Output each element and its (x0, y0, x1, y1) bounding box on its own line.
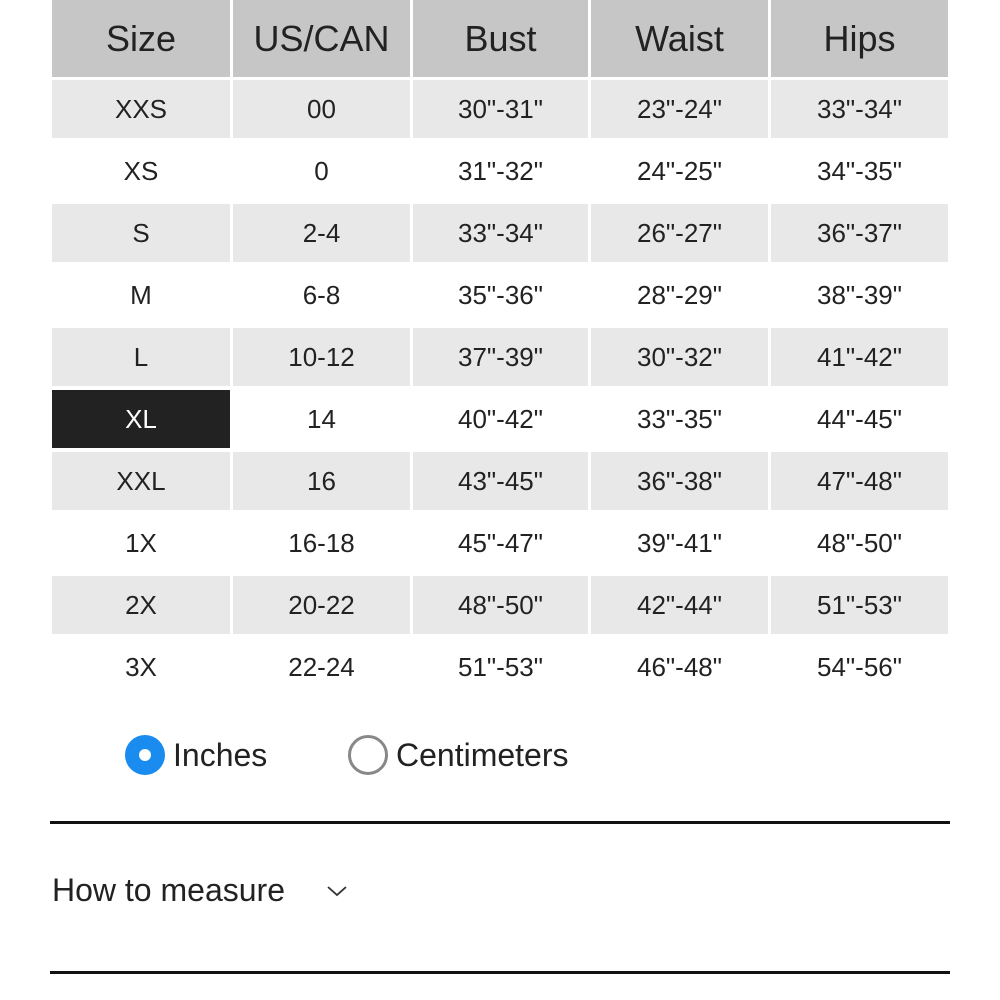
table-cell-hips: 36"-37" (771, 204, 948, 262)
table-cell-size: XL (52, 390, 230, 448)
table-cell-hips: 44"-45" (817, 403, 902, 434)
table-cell-waist: 46"-48" (637, 651, 722, 682)
table-cell-waist: 39"-41" (637, 527, 722, 558)
table-cell-us-can: 20-22 (233, 576, 410, 634)
table-cell-bust: 40"-42" (458, 403, 543, 434)
column-header-bust: Bust (413, 0, 588, 77)
table-cell-hips: 47"-48" (771, 452, 948, 510)
column-header-size: Size (52, 0, 230, 77)
table-cell-us-can: 6-8 (302, 279, 341, 310)
table-cell-bust: 30"-31" (413, 80, 588, 138)
table-cell-waist: 23"-24" (591, 80, 768, 138)
how-to-measure-accordion[interactable]: How to measure (52, 872, 349, 909)
table-cell-size: XS (123, 155, 159, 186)
table-cell-waist: 26"-27" (591, 204, 768, 262)
table-cell-bust: 43"-45" (413, 452, 588, 510)
table-cell-hips: 33"-34" (771, 80, 948, 138)
table-cell-waist: 42"-44" (591, 576, 768, 634)
table-cell-bust: 31"-32" (458, 155, 543, 186)
table-cell-us-can: 2-4 (233, 204, 410, 262)
column-header-hips: Hips (771, 0, 948, 77)
table-cell-hips: 54"-56" (817, 651, 902, 682)
radio-inches-label: Inches (173, 736, 268, 773)
radio-unselected-icon[interactable] (348, 735, 388, 775)
table-cell-hips: 48"-50" (817, 527, 902, 558)
table-cell-us-can: 16-18 (288, 527, 355, 558)
table-cell-size: 2X (52, 576, 230, 634)
divider (50, 821, 950, 824)
table-cell-us-can: 22-24 (288, 651, 355, 682)
column-header-us-can: US/CAN (233, 0, 410, 77)
table-cell-waist: 33"-35" (637, 403, 722, 434)
table-cell-bust: 48"-50" (413, 576, 588, 634)
accordion-label: How to measure (52, 872, 285, 908)
table-cell-waist: 24"-25" (637, 155, 722, 186)
table-cell-bust: 35"-36" (458, 279, 543, 310)
table-cell-us-can: 10-12 (233, 328, 410, 386)
table-cell-waist: 28"-29" (637, 279, 722, 310)
radio-centimeters[interactable]: Centimeters (348, 735, 569, 775)
table-cell-us-can: 16 (233, 452, 410, 510)
table-cell-us-can: 00 (233, 80, 410, 138)
table-cell-size: 1X (125, 527, 157, 558)
table-cell-hips: 51"-53" (771, 576, 948, 634)
table-cell-bust: 33"-34" (413, 204, 588, 262)
table-cell-size: XXS (52, 80, 230, 138)
table-cell-hips: 38"-39" (817, 279, 902, 310)
radio-centimeters-label: Centimeters (396, 736, 569, 773)
radio-selected-icon[interactable] (125, 735, 165, 775)
table-cell-bust: 51"-53" (458, 651, 543, 682)
table-cell-hips: 34"-35" (817, 155, 902, 186)
table-cell-size: S (52, 204, 230, 262)
table-cell-waist: 30"-32" (591, 328, 768, 386)
table-cell-bust: 37"-39" (413, 328, 588, 386)
chevron-down-icon[interactable] (325, 884, 349, 898)
table-cell-size: M (130, 279, 152, 310)
table-cell-size: 3X (125, 651, 157, 682)
table-cell-us-can: 14 (307, 403, 336, 434)
table-cell-bust: 45"-47" (458, 527, 543, 558)
table-cell-size: L (52, 328, 230, 386)
divider (50, 971, 950, 974)
radio-inches[interactable]: Inches (125, 735, 267, 775)
table-cell-hips: 41"-42" (771, 328, 948, 386)
table-cell-waist: 36"-38" (591, 452, 768, 510)
table-cell-us-can: 0 (314, 155, 329, 186)
column-header-waist: Waist (591, 0, 768, 77)
table-cell-size: XXL (52, 452, 230, 510)
